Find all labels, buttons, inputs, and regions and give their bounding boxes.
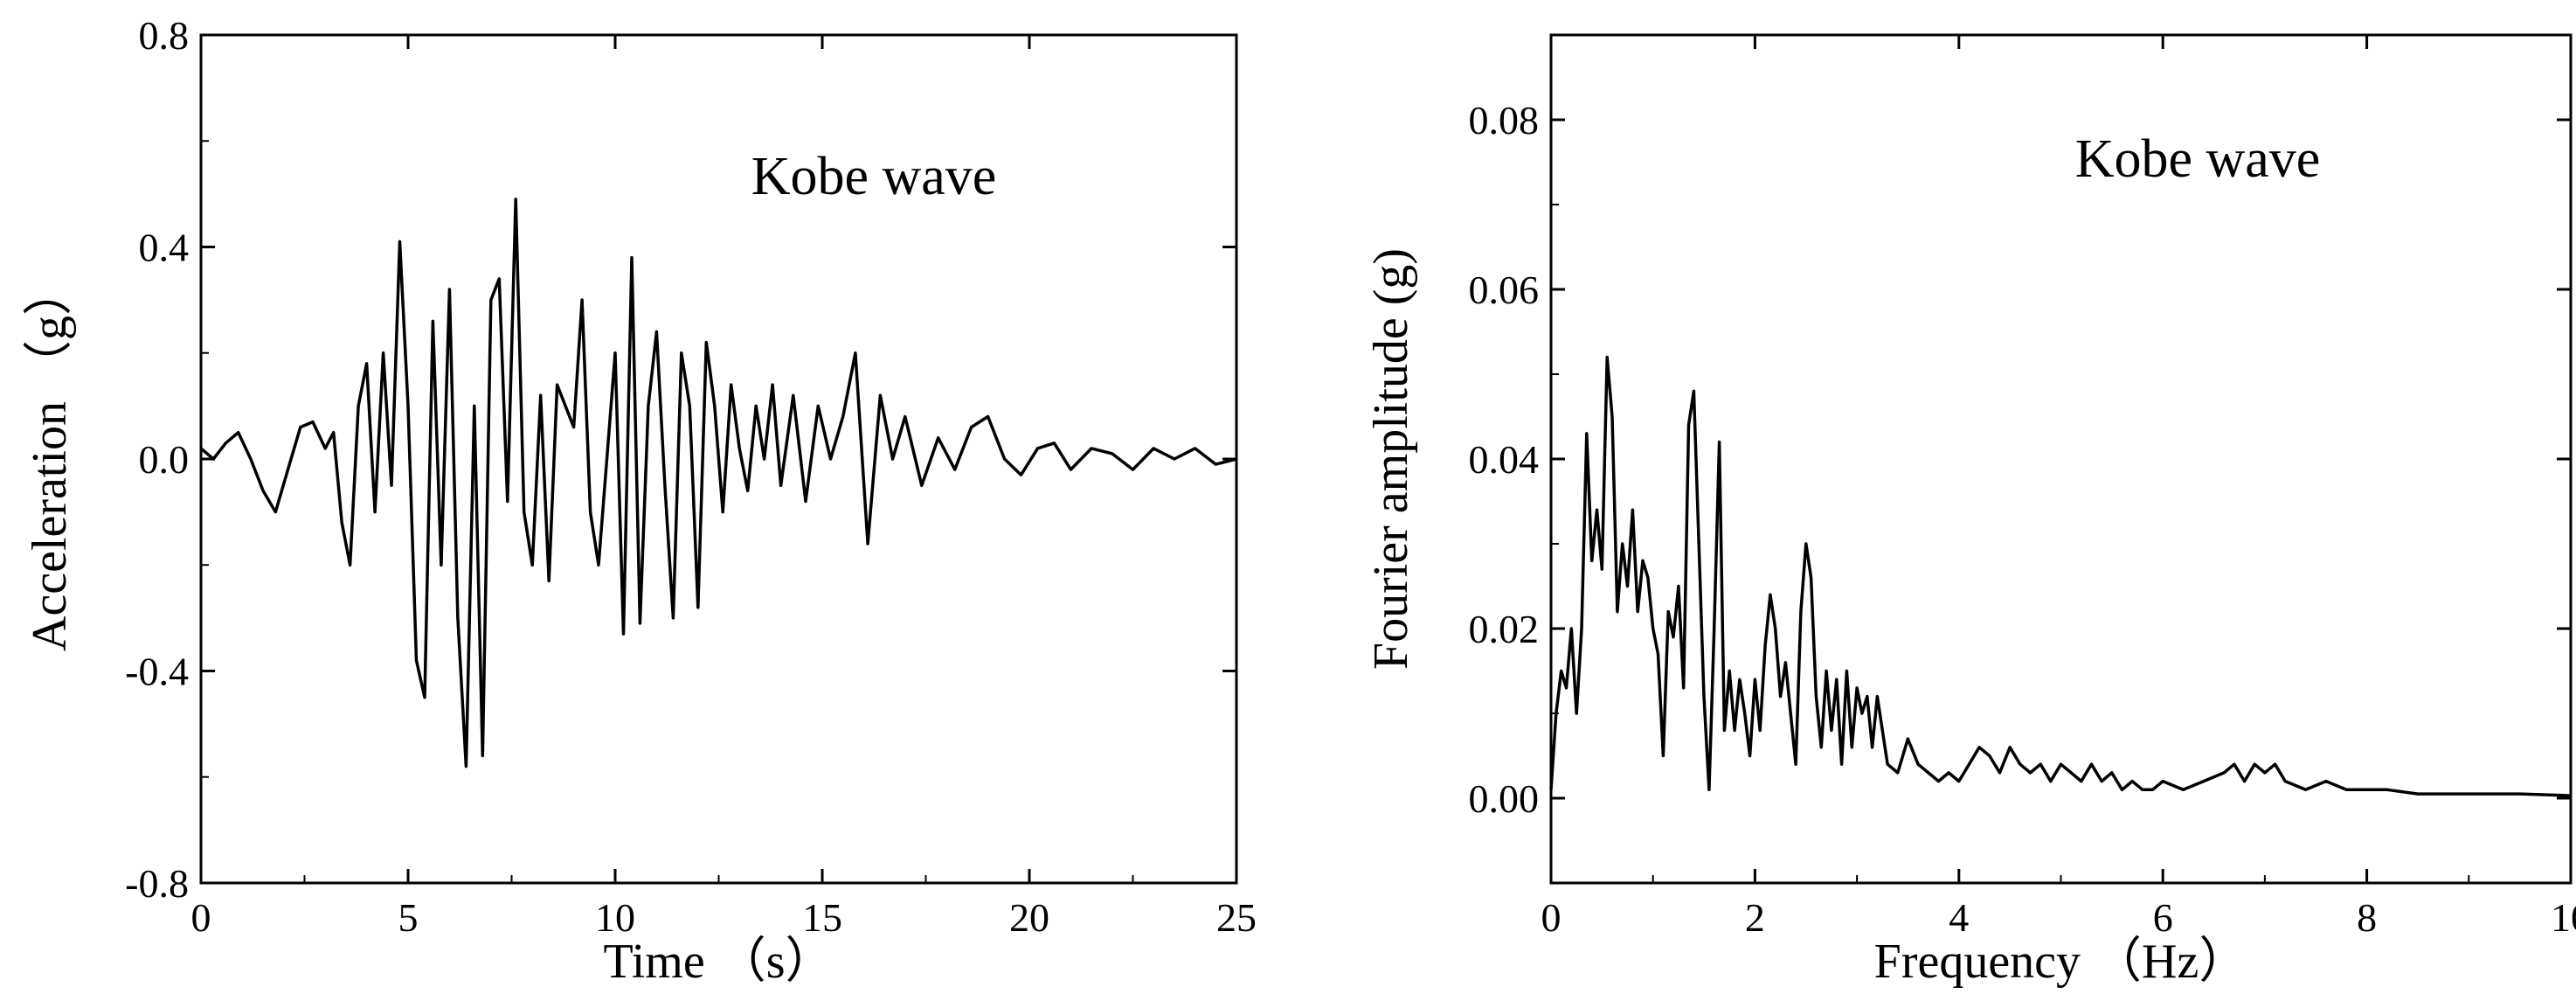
y-tick-label: 0.02 [1469,607,1540,651]
chart-annotation: Kobe wave [2075,129,2321,189]
y-axis-label: Fourier amplitude (g) [1364,248,1418,670]
x-tick-label: 15 [802,895,842,940]
x-tick-label: 25 [1216,895,1257,940]
series-line [1549,355,2572,797]
x-tick-label: 0 [1541,895,1562,940]
x-tick-label: 5 [398,895,419,940]
y-tick-label: 0.00 [1469,776,1540,821]
x-tick-label: 2 [1745,895,1765,940]
plot-frame [1549,33,2573,885]
y-axis-label: Acceleration （g） [23,267,77,651]
x-axis-label: Time （s） [603,935,834,989]
series-line [199,198,1237,768]
y-tick-label: -0.8 [125,861,189,906]
time-history-chart: 0 5 10 15 20 25 -0.8 -0.4 0.0 0.4 0.8 Time （s） Accel… [23,13,1257,989]
x-tick-label: 0 [191,895,211,940]
x-tick-label: 20 [1009,895,1049,940]
y-tick-label: -0.4 [125,650,189,694]
y-tick-label: 0.08 [1469,98,1540,143]
y-tick-label: 0.0 [139,437,190,482]
chart-annotation: Kobe wave [751,147,997,206]
x-tick-label: 8 [2357,895,2377,940]
x-tick-label: 4 [1949,895,1969,940]
y-tick-label: 0.04 [1469,437,1540,482]
x-tick-label: 10 [595,895,635,940]
x-tick-label: 6 [2153,895,2173,940]
x-axis-label: Frequency （Hz） [1874,935,2248,989]
y-tick-label: 0.06 [1469,268,1540,312]
x-tick-label: 10 [2551,895,2576,940]
y-tick-label: 0.8 [139,13,190,58]
y-tick-label: 0.4 [139,226,190,270]
fourier-spectrum-chart: 0 2 4 6 8 10 0.00 0.02 0.04 0.06 0.08 Frequency （Hz… [1364,33,2576,989]
